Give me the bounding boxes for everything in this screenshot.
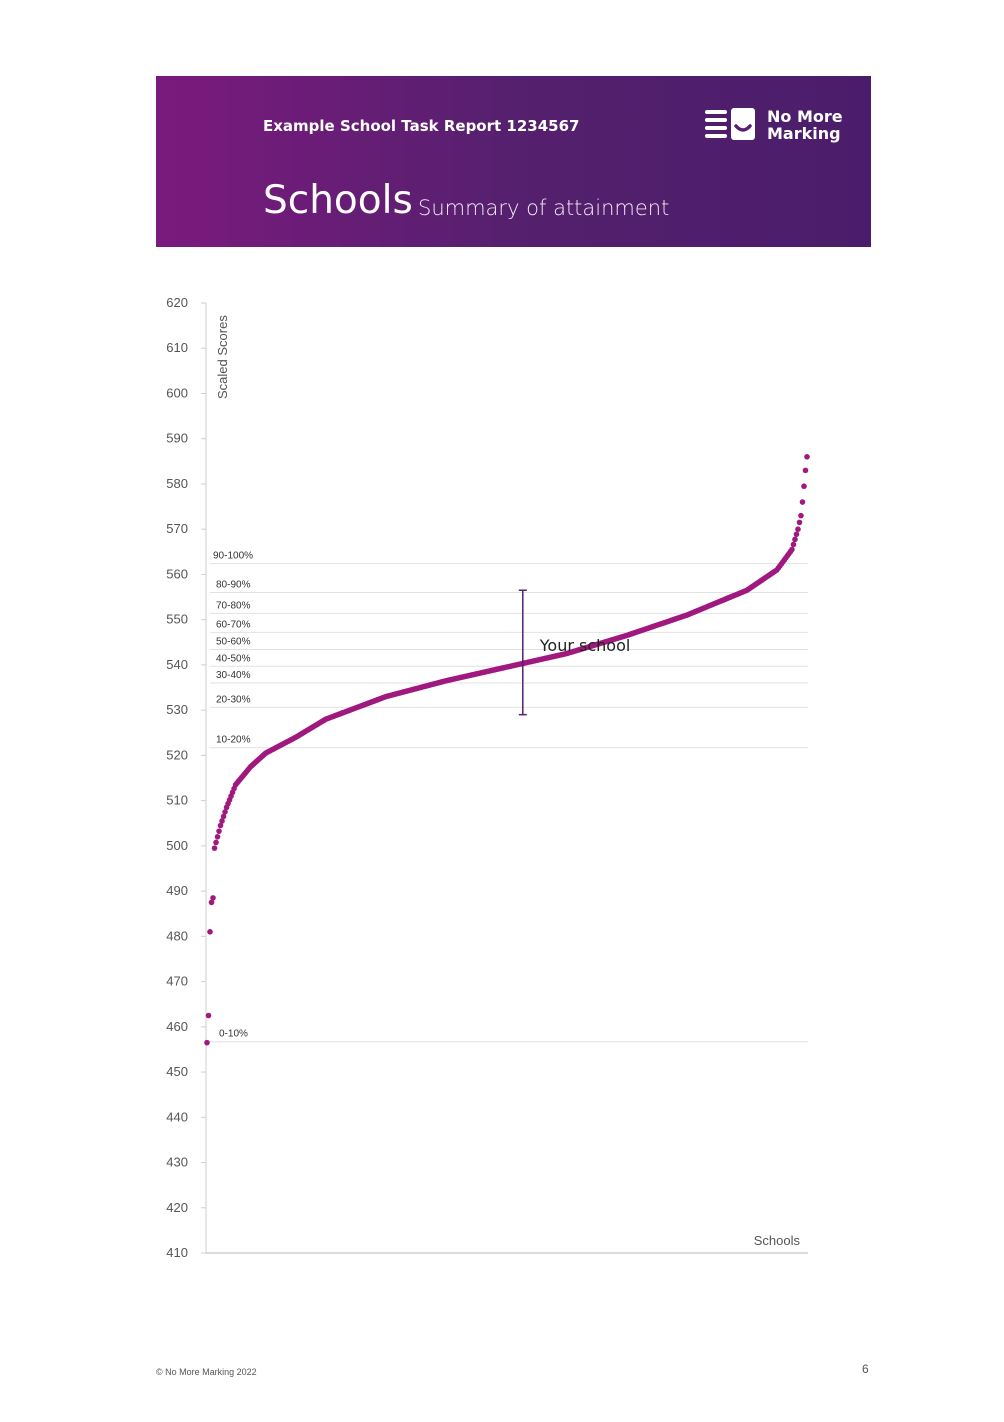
percentile-band-label: 90-100% bbox=[213, 551, 253, 562]
y-tick-label: 440 bbox=[166, 1109, 188, 1124]
page-subtitle: Summary of attainment bbox=[418, 196, 670, 220]
y-tick-label: 500 bbox=[166, 838, 188, 853]
footer-copyright: © No More Marking 2022 bbox=[156, 1367, 257, 1377]
percentile-band-label: 80-90% bbox=[216, 580, 251, 591]
school-point bbox=[802, 467, 809, 474]
school-point bbox=[220, 813, 227, 820]
school-point bbox=[216, 828, 222, 834]
school-point bbox=[217, 822, 224, 829]
y-tick-label: 600 bbox=[166, 385, 188, 400]
y-axis-label: Scaled Scores bbox=[215, 315, 230, 399]
school-point bbox=[219, 818, 225, 824]
percentile-band-label: 40-50% bbox=[216, 653, 251, 664]
y-tick-label: 460 bbox=[166, 1019, 188, 1034]
school-point bbox=[204, 1039, 210, 1046]
logo-text-line2: Marking bbox=[767, 124, 841, 143]
school-point bbox=[207, 929, 213, 935]
y-tick-label: 430 bbox=[166, 1155, 188, 1170]
y-tick-label: 490 bbox=[166, 883, 188, 898]
report-header-banner: Example School Task Report 1234567 Schoo… bbox=[156, 76, 871, 247]
school-point bbox=[214, 834, 221, 840]
logo: No More Marking bbox=[705, 108, 855, 148]
your-school-label: Your school bbox=[539, 636, 631, 655]
school-point bbox=[210, 895, 216, 901]
school-point bbox=[213, 839, 219, 846]
no-more-marking-logo-icon bbox=[705, 108, 755, 140]
y-tick-label: 590 bbox=[166, 431, 188, 446]
y-tick-label: 550 bbox=[166, 612, 188, 627]
percentile-band-label: 10-20% bbox=[216, 735, 251, 746]
school-point bbox=[222, 809, 228, 815]
school-point bbox=[790, 541, 797, 548]
school-point bbox=[208, 899, 215, 906]
x-axis-label: Schools bbox=[754, 1233, 801, 1248]
school-point bbox=[796, 519, 803, 526]
school-point bbox=[793, 531, 800, 538]
school-point bbox=[211, 845, 218, 851]
percentile-band-label: 60-70% bbox=[216, 619, 251, 630]
logo-text-line1: No More bbox=[767, 107, 843, 126]
school-point bbox=[795, 526, 801, 532]
y-tick-label: 560 bbox=[166, 566, 188, 581]
logo-text: No More Marking bbox=[767, 108, 843, 142]
percentile-band-label: 0-10% bbox=[219, 1029, 248, 1040]
school-point bbox=[804, 454, 810, 460]
school-point bbox=[799, 499, 806, 505]
y-tick-label: 480 bbox=[166, 928, 188, 943]
y-tick-label: 470 bbox=[166, 974, 188, 989]
y-tick-label: 510 bbox=[166, 793, 188, 808]
y-tick-label: 410 bbox=[166, 1245, 188, 1260]
y-tick-label: 450 bbox=[166, 1064, 188, 1079]
page-title: Schools bbox=[263, 178, 413, 223]
y-tick-label: 610 bbox=[166, 340, 188, 355]
school-point bbox=[789, 546, 795, 553]
school-point bbox=[205, 1012, 212, 1019]
y-tick-label: 530 bbox=[166, 702, 188, 717]
school-point bbox=[798, 512, 804, 519]
y-tick-label: 620 bbox=[166, 295, 188, 310]
page-number: 6 bbox=[862, 1362, 869, 1376]
y-tick-label: 570 bbox=[166, 521, 188, 536]
report-title: Example School Task Report 1234567 bbox=[263, 117, 580, 135]
percentile-band-label: 70-80% bbox=[216, 600, 251, 611]
school-point bbox=[801, 483, 807, 490]
school-point bbox=[792, 536, 798, 543]
y-tick-label: 520 bbox=[166, 747, 188, 762]
percentile-band-label: 30-40% bbox=[216, 670, 251, 681]
percentile-band-label: 20-30% bbox=[216, 694, 251, 705]
y-tick-label: 580 bbox=[166, 476, 188, 491]
y-tick-label: 540 bbox=[166, 657, 188, 672]
percentile-band-label: 50-60% bbox=[216, 637, 251, 648]
y-tick-label: 420 bbox=[166, 1200, 188, 1215]
